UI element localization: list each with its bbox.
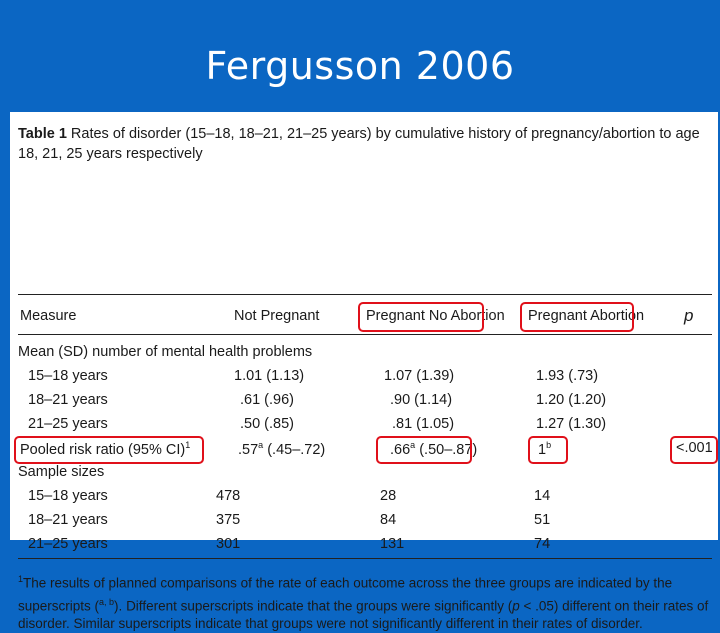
- table-cell: 375: [216, 512, 241, 528]
- table-cell: 478: [216, 488, 241, 504]
- section-label-mean: Mean (SD) number of mental health proble…: [18, 344, 313, 360]
- table-row-measure: 15–18 years: [28, 488, 108, 504]
- table-top-rule: [18, 294, 712, 295]
- table-row-measure: 21–25 years: [28, 416, 108, 432]
- table-label: Table 1: [18, 126, 67, 142]
- column-header-p: p: [684, 306, 694, 325]
- pooled-pregnant-no-abortion: .66a (.50–.87): [390, 440, 478, 458]
- table-cell: 14: [534, 488, 551, 504]
- table-cell: 1.20 (1.20): [536, 392, 607, 408]
- slide-title: Fergusson 2006: [205, 44, 515, 88]
- table-cell: 1.01 (1.13): [234, 368, 305, 384]
- table-row-measure: 15–18 years: [28, 368, 108, 384]
- column-header-pregnant-no-abortion: Pregnant No Abortion: [366, 308, 505, 324]
- table-cell: .50 (.85): [240, 416, 294, 432]
- table-cell: 131: [380, 536, 405, 552]
- table-header-rule: [18, 334, 712, 335]
- column-header-pregnant-abortion: Pregnant Abortion: [528, 308, 645, 324]
- table-row-measure: 21–25 years: [28, 536, 108, 552]
- table-footnote: 1The results of planned comparisons of t…: [18, 574, 709, 631]
- table-cell: .90 (1.14): [390, 392, 453, 408]
- table-cell: 301: [216, 536, 241, 552]
- highlight-box-pooled-no-abortion: [376, 436, 472, 464]
- table-row-measure: 18–21 years: [28, 512, 108, 528]
- table-cell: 28: [380, 488, 397, 504]
- table-cell: 1.07 (1.39): [384, 368, 455, 384]
- pooled-p-value: <.001: [676, 440, 713, 456]
- highlight-box-pooled-abortion: [528, 436, 568, 464]
- table-row-measure: 18–21 years: [28, 392, 108, 408]
- table-caption-text: Rates of disorder (15–18, 18–21, 21–25 y…: [18, 126, 700, 162]
- table-cell: 51: [534, 512, 551, 528]
- table-bottom-rule: [18, 558, 712, 559]
- column-header-not-pregnant: Not Pregnant: [234, 308, 320, 324]
- column-header-measure: Measure: [20, 308, 77, 324]
- table-image: Table 1 Rates of disorder (15–18, 18–21,…: [10, 112, 718, 631]
- table-cell: 84: [380, 512, 397, 528]
- section-label-sample-sizes: Sample sizes: [18, 464, 105, 480]
- highlight-box-pooled-label: [14, 436, 204, 464]
- table-cell: 1.93 (.73): [536, 368, 599, 384]
- table-cell: .81 (1.05): [392, 416, 455, 432]
- pooled-not-pregnant: .57a (.45–.72): [238, 440, 326, 458]
- pooled-risk-ratio-label: Pooled risk ratio (95% CI)1: [20, 440, 191, 458]
- table-cell: 74: [534, 536, 551, 552]
- table-cell: .61 (.96): [240, 392, 294, 408]
- highlight-box-pregnant-abortion: [520, 302, 634, 332]
- table-caption: Table 1 Rates of disorder (15–18, 18–21,…: [18, 124, 714, 164]
- highlight-box-pregnant-no-abortion: [358, 302, 484, 332]
- pooled-pregnant-abortion: 1b: [538, 440, 552, 458]
- highlight-box-p-value: [670, 436, 718, 464]
- table-cell: 1.27 (1.30): [536, 416, 607, 432]
